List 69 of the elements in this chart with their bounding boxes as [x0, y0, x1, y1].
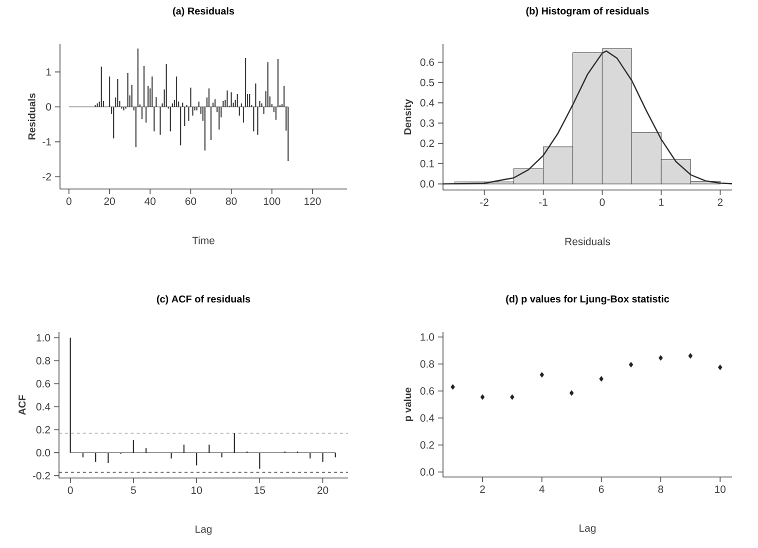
y-tick-label: 0.4: [420, 414, 434, 422]
y-axis-title: Density: [404, 99, 414, 134]
x-tick-label: 40: [144, 198, 156, 205]
point: [599, 376, 604, 382]
x-tick-label: 2: [480, 486, 485, 493]
x-tick-label: 6: [598, 486, 604, 493]
x-axis-title: Time: [192, 236, 214, 244]
x-axis-title: Residuals: [565, 238, 610, 246]
point: [510, 394, 514, 400]
y-tick-label: 0: [46, 103, 52, 111]
y-tick-label: 1.0: [36, 334, 50, 342]
point: [718, 364, 722, 370]
point: [688, 353, 693, 359]
y-tick-label: 0.8: [36, 357, 50, 364]
x-tick-label: 20: [104, 198, 115, 205]
y-axis-title: p value: [404, 388, 414, 422]
x-tick-label: -2: [480, 198, 488, 206]
y-tick-label: 0.5: [420, 78, 434, 86]
x-tick-label: 5: [130, 486, 136, 494]
x-tick-label: 10: [715, 486, 726, 493]
y-tick-label: 0.1: [420, 160, 434, 168]
chart-title: (b) Histogram of residuals: [526, 7, 649, 16]
y-tick-label: 0.4: [36, 403, 50, 410]
y-tick-label: 0.2: [420, 140, 434, 148]
chart-title: (c) ACF of residuals: [156, 295, 250, 304]
y-tick-label: 0.6: [420, 58, 434, 66]
point: [480, 394, 485, 400]
y-tick-label: 1: [46, 68, 51, 76]
y-tick-label: 0.6: [420, 387, 434, 395]
y-tick-label: 0.2: [420, 441, 434, 449]
chart-title: (a) Residuals: [172, 7, 234, 16]
point: [450, 384, 455, 390]
y-tick-label: 0.0: [420, 180, 434, 188]
x-tick-label: 10: [192, 486, 202, 494]
line-series: [443, 50, 732, 185]
x-tick-label: 4: [539, 486, 544, 493]
x-axis-title: Lag: [580, 524, 596, 534]
x-tick-label: 8: [658, 486, 664, 493]
point: [540, 372, 544, 378]
x-tick-label: 15: [254, 486, 266, 494]
x-tick-label: 0: [68, 486, 73, 494]
x-tick-label: 20: [317, 486, 328, 494]
y-tick-label: 0.0: [36, 449, 50, 456]
y-tick-label: 0.6: [36, 380, 50, 388]
chart-title: (d) p values for Ljung-Box statistic: [506, 295, 670, 304]
x-tick-label: 60: [185, 198, 196, 205]
x-tick-label: 0: [66, 198, 72, 205]
x-tick-label: -1: [539, 198, 548, 206]
y-tick-label: 0.4: [420, 99, 434, 107]
y-axis-title: ACF: [18, 395, 26, 415]
point: [569, 390, 574, 396]
x-tick-label: 1: [659, 198, 664, 206]
x-tick-label: 120: [304, 198, 321, 205]
y-tick-label: 1.0: [420, 333, 434, 341]
y-tick-label: 0.0: [420, 468, 434, 476]
y-tick-label: -0.2: [32, 472, 50, 480]
x-tick-label: 0: [600, 198, 605, 206]
y-tick-label: 0.2: [36, 426, 50, 434]
x-tick-label: 2: [718, 198, 723, 206]
y-tick-label: -2: [42, 173, 51, 180]
y-axis-title: Residuals: [28, 93, 36, 140]
point: [628, 362, 634, 368]
y-tick-label: 0.8: [420, 360, 434, 368]
x-axis-title: Lag: [196, 526, 212, 535]
y-tick-label: 0.3: [420, 119, 434, 127]
x-tick-label: 80: [226, 198, 237, 205]
y-tick-label: -1: [42, 138, 51, 146]
x-tick-label: 100: [264, 198, 280, 205]
point: [658, 355, 663, 361]
